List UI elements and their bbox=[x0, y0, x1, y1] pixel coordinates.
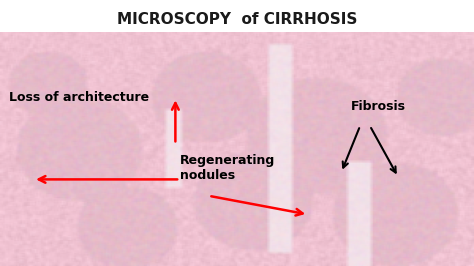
Text: Fibrosis: Fibrosis bbox=[351, 100, 406, 113]
Text: MICROSCOPY  of CIRRHOSIS: MICROSCOPY of CIRRHOSIS bbox=[117, 12, 357, 27]
Text: Loss of architecture: Loss of architecture bbox=[9, 91, 150, 104]
Text: Regenerating
nodules: Regenerating nodules bbox=[180, 154, 275, 182]
